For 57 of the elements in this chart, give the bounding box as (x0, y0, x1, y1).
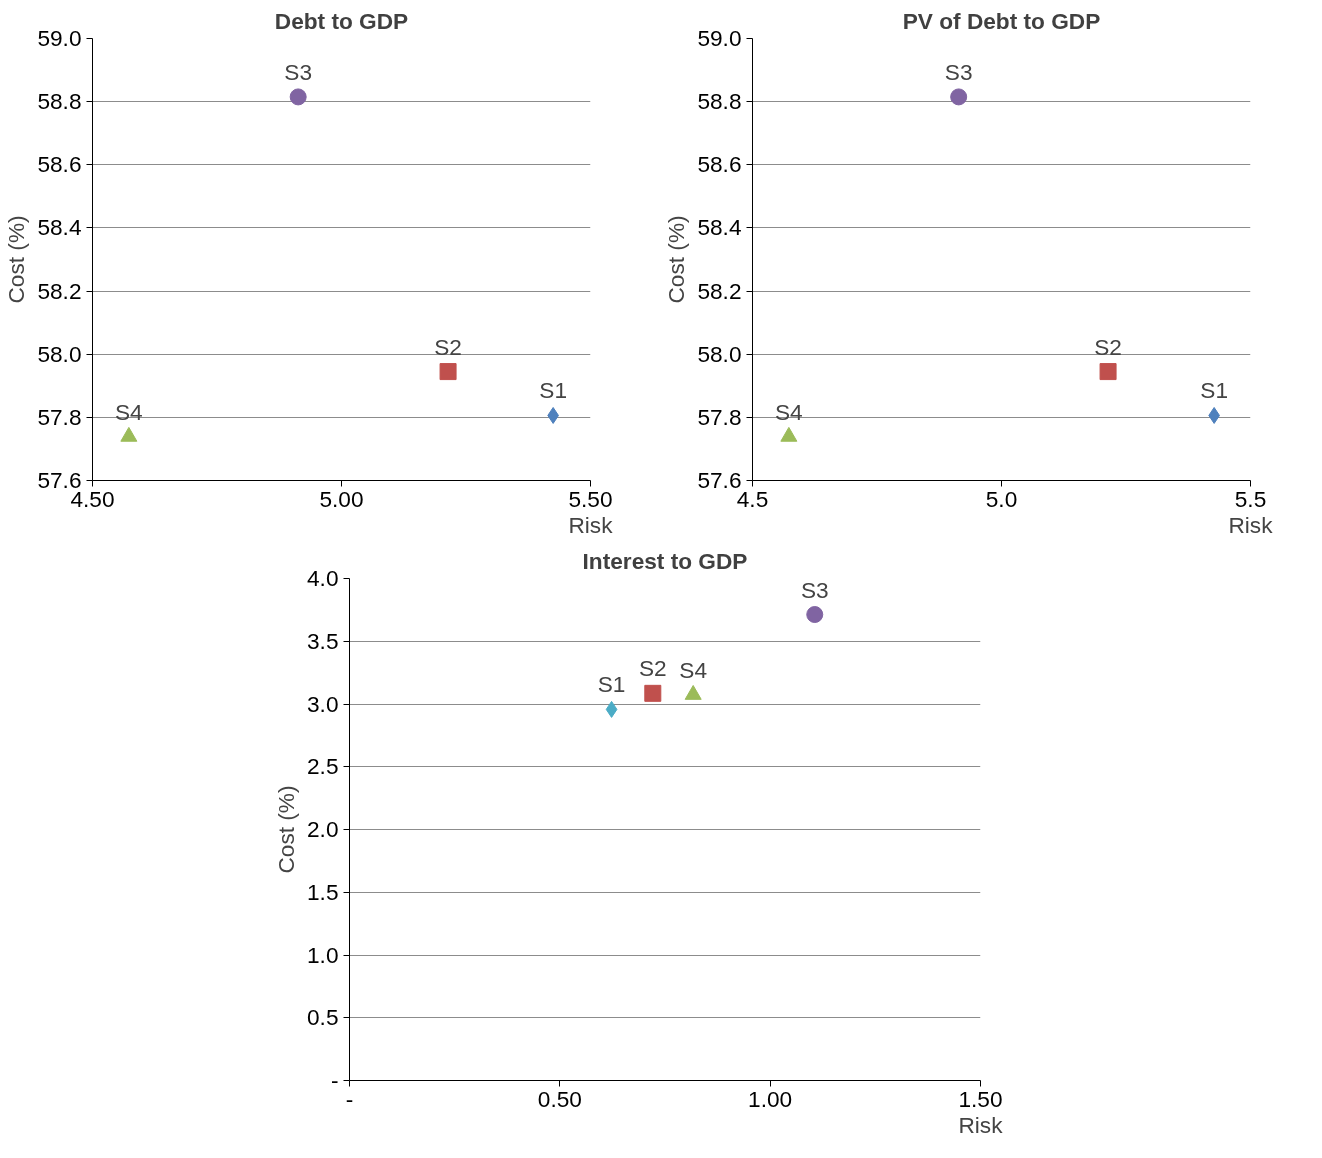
y-tick-label: 0.5 (307, 1004, 339, 1031)
x-axis-title: Risk (1228, 511, 1274, 538)
y-tick-label: 1.0 (307, 941, 339, 968)
y-tick-label: 58.6 (697, 151, 742, 178)
series-label: S4 (679, 656, 708, 683)
y-tick-label: 58.2 (697, 277, 742, 304)
point (644, 684, 662, 702)
y-tick-label: 3.5 (307, 627, 339, 654)
y-tick-label: 58.4 (697, 214, 742, 241)
x-tick-label: 5.50 (568, 485, 613, 512)
y-tick-label: 58.6 (37, 151, 82, 178)
series-label: S2 (638, 655, 667, 682)
x-tick-label: 1.00 (748, 1085, 793, 1112)
series-label: S1 (597, 671, 626, 698)
y-axis-title: Cost (%) (273, 785, 299, 874)
chart-title: PV of Debt to GDP (902, 7, 1101, 34)
y-tick-label: 2.5 (307, 753, 339, 780)
y-tick-label: 57.6 (697, 467, 742, 493)
point (950, 88, 968, 106)
y-tick-label: 58.2 (37, 277, 82, 304)
y-tick-label: 4.0 (307, 565, 339, 591)
series-label: S3 (284, 58, 313, 85)
series-label: S1 (1200, 377, 1229, 404)
chart-title: Interest to GDP (582, 547, 748, 574)
y-tick-label: 58.4 (37, 214, 82, 241)
y-tick-label: 58.8 (697, 88, 742, 115)
y-tick-label: 57.8 (37, 403, 82, 430)
x-tick-label: 5.0 (985, 485, 1018, 512)
y-tick-label: 58.0 (37, 340, 82, 367)
y-tick-label: 58.8 (37, 88, 82, 115)
point (806, 606, 824, 623)
series-label: S2 (434, 333, 462, 360)
point (1099, 363, 1117, 381)
y-tick-label: 59.0 (697, 25, 742, 51)
chart-title: Debt to GDP (274, 7, 409, 34)
y-tick-label: 57.8 (697, 403, 742, 430)
y-tick-label: 2.0 (307, 816, 339, 842)
x-tick-label: 1.50 (958, 1085, 1003, 1112)
point (605, 700, 618, 718)
series-label: S3 (800, 576, 829, 603)
y-axis-title: Cost (%) (3, 215, 30, 304)
x-axis-title: Risk (568, 511, 614, 538)
series-label: S1 (539, 377, 568, 404)
y-axis-title: Cost (%) (663, 215, 690, 304)
x-tick-label: 5.00 (319, 485, 364, 512)
series-label: S3 (944, 58, 973, 85)
y-tick-label: 3.0 (307, 690, 339, 717)
y-tick-label: - (330, 1067, 339, 1093)
point (439, 363, 457, 381)
x-tick-label: 5.5 (1234, 485, 1267, 512)
y-tick-label: 58.0 (697, 340, 742, 367)
y-tick-label: 1.5 (307, 878, 339, 905)
x-axis-title: Risk (958, 1111, 1004, 1138)
y-tick-label: 59.0 (37, 25, 82, 51)
x-tick-label: 0.50 (537, 1085, 582, 1112)
point (289, 88, 307, 106)
series-label: S2 (1094, 333, 1122, 360)
